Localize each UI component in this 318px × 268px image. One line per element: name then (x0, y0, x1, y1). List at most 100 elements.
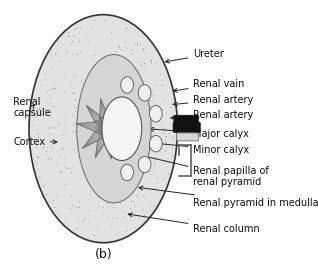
Point (139, 60, 144, 65)
Point (49, 138, 54, 142)
Point (31, 137, 36, 141)
Point (91, 98, 96, 103)
Point (70, 52, 75, 56)
Point (142, 111, 147, 115)
Point (135, 195, 140, 199)
Point (141, 79, 146, 83)
Point (78, 26, 83, 30)
Point (149, 59, 154, 64)
Point (51, 198, 56, 202)
Point (76, 31, 81, 36)
Point (114, 149, 119, 154)
Point (129, 52, 135, 56)
Point (114, 49, 119, 54)
Point (127, 150, 132, 154)
Point (136, 106, 141, 111)
Point (94, 192, 100, 197)
Point (170, 136, 175, 140)
Point (137, 161, 142, 165)
Point (47, 137, 52, 142)
Point (49, 115, 54, 119)
Point (141, 213, 146, 217)
Point (127, 187, 132, 191)
Point (116, 45, 121, 50)
Point (62, 156, 67, 160)
Point (111, 112, 116, 116)
Point (134, 140, 139, 144)
Point (70, 203, 75, 207)
Point (165, 170, 170, 175)
Point (140, 168, 145, 173)
Point (31, 137, 36, 141)
Point (54, 162, 59, 166)
Point (123, 144, 128, 149)
Point (89, 123, 94, 128)
Point (141, 194, 146, 198)
Point (120, 173, 125, 178)
Point (110, 215, 115, 219)
Point (88, 104, 93, 108)
Point (137, 42, 142, 47)
Point (45, 152, 50, 157)
Point (52, 52, 58, 57)
Point (64, 111, 69, 116)
Point (148, 61, 153, 65)
Point (48, 87, 53, 92)
Point (100, 105, 105, 109)
Point (113, 94, 118, 98)
Point (117, 199, 122, 204)
Point (159, 78, 164, 82)
Point (92, 132, 97, 136)
Point (89, 25, 94, 29)
Point (142, 196, 147, 200)
Point (94, 123, 99, 127)
Point (97, 178, 102, 183)
Polygon shape (93, 116, 126, 152)
Point (163, 140, 169, 144)
Point (71, 129, 76, 133)
Point (38, 83, 43, 87)
Point (110, 110, 115, 115)
Point (112, 82, 117, 87)
Polygon shape (76, 121, 117, 139)
Point (86, 87, 91, 92)
Point (46, 125, 51, 129)
Polygon shape (94, 100, 116, 140)
Point (83, 143, 88, 147)
Point (76, 119, 81, 123)
Point (151, 203, 156, 207)
Point (93, 177, 99, 181)
Polygon shape (95, 121, 136, 139)
Point (68, 41, 73, 45)
Point (49, 65, 54, 70)
Point (78, 50, 83, 55)
Point (81, 165, 86, 169)
Point (71, 91, 76, 95)
Point (37, 101, 42, 105)
Point (115, 146, 121, 150)
Point (77, 38, 82, 43)
Point (94, 104, 99, 108)
Point (34, 155, 39, 159)
Point (167, 131, 172, 135)
Point (120, 161, 125, 166)
Point (157, 106, 162, 110)
Point (60, 146, 65, 150)
Point (42, 77, 47, 81)
Point (145, 119, 150, 124)
Point (168, 105, 173, 110)
Point (83, 85, 88, 90)
Point (41, 145, 46, 150)
Point (59, 147, 65, 151)
Point (52, 204, 57, 209)
Point (135, 43, 140, 47)
Point (146, 167, 151, 171)
Point (81, 218, 86, 222)
Point (70, 33, 75, 37)
Point (71, 123, 76, 128)
Point (37, 175, 42, 179)
Text: Renal vain: Renal vain (173, 79, 245, 92)
Point (106, 123, 111, 128)
Point (52, 86, 57, 90)
Point (96, 64, 101, 68)
